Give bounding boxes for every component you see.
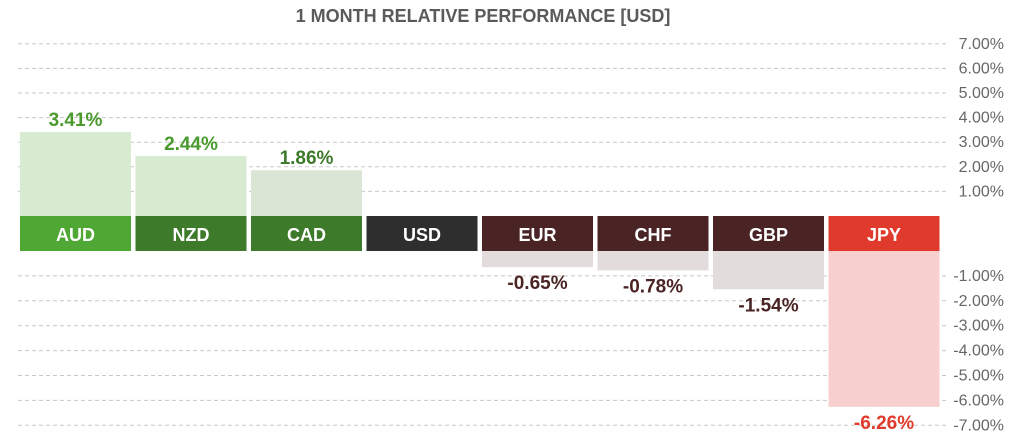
y-tick-label: -3.00%	[953, 318, 1004, 335]
header-gbp	[713, 216, 824, 251]
bar-eur	[482, 251, 593, 268]
category-label-usd: USD	[403, 225, 441, 245]
chart-title: 1 MONTH RELATIVE PERFORMANCE [USD]	[296, 6, 671, 26]
bar-chf	[597, 251, 709, 271]
bar-aud	[20, 132, 131, 216]
header-usd	[366, 216, 478, 251]
y-tick-label: 5.00%	[959, 85, 1004, 102]
value-label-nzd: 2.44%	[164, 134, 218, 155]
y-tick-label: -5.00%	[953, 368, 1004, 385]
y-tick-label: -2.00%	[953, 293, 1004, 310]
header-chf	[597, 216, 709, 251]
header-nzd	[135, 216, 247, 251]
value-label-chf: -0.78%	[623, 276, 683, 297]
bar-jpy	[828, 251, 940, 407]
value-label-jpy: -6.26%	[854, 413, 914, 434]
y-tick-label: 3.00%	[959, 134, 1004, 151]
y-tick-label: 1.00%	[959, 183, 1004, 200]
y-tick-label: -4.00%	[953, 343, 1004, 360]
y-tick-label: -1.00%	[953, 268, 1004, 285]
header-eur	[482, 216, 593, 251]
bars	[20, 132, 940, 407]
bar-nzd	[135, 155, 247, 216]
value-labels: 3.41% 2.44% 1.86% -0.65% -0.78% -1.54% -6.26%	[49, 110, 915, 434]
category-label-chf: CHF	[635, 225, 672, 245]
y-axis-ticks: 7.00% 6.00% 5.00% 4.00% 3.00% 2.00% 1.00% -1.00…	[953, 36, 1004, 434]
value-label-gbp: -1.54%	[738, 295, 798, 316]
category-label-nzd: NZD	[173, 225, 210, 245]
value-label-aud: 3.41%	[49, 110, 103, 131]
bar-cad	[251, 170, 362, 216]
value-label-cad: 1.86%	[280, 148, 334, 169]
category-label-jpy: JPY	[867, 225, 901, 245]
category-label-aud: AUD	[56, 225, 95, 245]
category-label-gbp: GBP	[749, 225, 788, 245]
category-label-cad: CAD	[287, 225, 326, 245]
y-tick-label: 6.00%	[959, 60, 1004, 77]
y-tick-label: 2.00%	[959, 159, 1004, 176]
value-label-eur: -0.65%	[507, 273, 567, 294]
y-tick-label: -6.00%	[953, 392, 1004, 409]
y-tick-label: -7.00%	[953, 417, 1004, 434]
header-cad	[251, 216, 362, 251]
y-tick-label: 7.00%	[959, 36, 1004, 53]
y-tick-label: 4.00%	[959, 110, 1004, 127]
category-label-eur: EUR	[518, 225, 556, 245]
bar-gbp	[713, 251, 824, 290]
currency-headers: AUD NZD CAD USD EUR CHF GBP JPY	[20, 216, 940, 251]
header-jpy	[828, 216, 940, 251]
header-aud	[20, 216, 131, 251]
